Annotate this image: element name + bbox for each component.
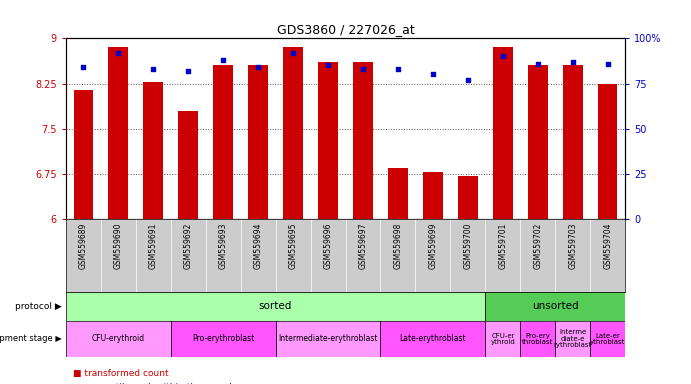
Text: GSM559694: GSM559694 — [254, 223, 263, 269]
Point — [567, 59, 578, 65]
Bar — [458, 175, 477, 219]
Text: protocol ▶: protocol ▶ — [15, 302, 62, 311]
Bar — [144, 82, 162, 219]
Bar — [171, 321, 276, 357]
Bar — [424, 172, 442, 219]
Point — [252, 64, 263, 70]
Text: Pro-erythroblast: Pro-erythroblast — [192, 334, 254, 343]
Bar — [214, 65, 233, 219]
Bar — [590, 321, 625, 357]
Bar — [353, 63, 372, 219]
Text: ■ percentile rank within the sample: ■ percentile rank within the sample — [73, 383, 237, 384]
Bar — [520, 321, 556, 357]
Text: GSM559702: GSM559702 — [533, 223, 542, 269]
Bar — [485, 321, 520, 357]
Text: GSM559699: GSM559699 — [428, 223, 437, 269]
Text: ■ transformed count: ■ transformed count — [73, 369, 168, 378]
Point — [218, 57, 229, 63]
Text: Late-er
ythroblast: Late-er ythroblast — [590, 333, 625, 345]
Bar — [73, 89, 93, 219]
Bar — [283, 47, 303, 219]
Bar — [493, 47, 513, 219]
Point — [532, 61, 543, 67]
Text: GSM559690: GSM559690 — [113, 223, 122, 269]
Point — [148, 66, 159, 72]
Point — [287, 50, 299, 56]
Bar — [529, 65, 547, 219]
Bar — [556, 321, 590, 357]
Text: Pro-ery
throblast: Pro-ery throblast — [522, 333, 553, 345]
Text: unsorted: unsorted — [532, 301, 578, 311]
Bar — [108, 47, 128, 219]
Point — [323, 62, 334, 68]
Bar — [66, 321, 171, 357]
Bar — [249, 65, 267, 219]
Text: GSM559703: GSM559703 — [569, 223, 578, 269]
Text: Late-erythroblast: Late-erythroblast — [399, 334, 466, 343]
Point — [182, 68, 193, 74]
Bar — [381, 321, 485, 357]
Bar — [563, 65, 583, 219]
Point — [357, 66, 368, 72]
Text: CFU-erythroid: CFU-erythroid — [91, 334, 144, 343]
Text: GSM559697: GSM559697 — [359, 223, 368, 269]
Text: GSM559693: GSM559693 — [218, 223, 227, 269]
Text: GSM559700: GSM559700 — [464, 223, 473, 269]
Text: GSM559689: GSM559689 — [79, 223, 88, 269]
Bar — [598, 84, 618, 219]
Bar — [66, 292, 485, 321]
Point — [498, 53, 509, 60]
Point — [113, 50, 124, 56]
Text: CFU-er
ythroid: CFU-er ythroid — [491, 333, 515, 345]
Point — [428, 71, 439, 78]
Text: Interme
diate-e
rythroblast: Interme diate-e rythroblast — [553, 329, 592, 348]
Text: GSM559691: GSM559691 — [149, 223, 158, 269]
Text: GSM559696: GSM559696 — [323, 223, 332, 269]
Text: GSM559692: GSM559692 — [184, 223, 193, 269]
Point — [392, 66, 404, 72]
Text: development stage ▶: development stage ▶ — [0, 334, 62, 343]
Title: GDS3860 / 227026_at: GDS3860 / 227026_at — [276, 23, 415, 36]
Text: Intermediate-erythroblast: Intermediate-erythroblast — [278, 334, 378, 343]
Bar — [178, 111, 198, 219]
Point — [77, 64, 88, 70]
Point — [462, 77, 473, 83]
Bar — [485, 292, 625, 321]
Text: GSM559695: GSM559695 — [289, 223, 298, 269]
Text: GSM559701: GSM559701 — [498, 223, 507, 269]
Bar — [388, 168, 408, 219]
Bar — [276, 321, 381, 357]
Bar — [319, 63, 338, 219]
Point — [603, 61, 614, 67]
Text: GSM559704: GSM559704 — [603, 223, 612, 269]
Text: GSM559698: GSM559698 — [393, 223, 402, 269]
Text: sorted: sorted — [259, 301, 292, 311]
